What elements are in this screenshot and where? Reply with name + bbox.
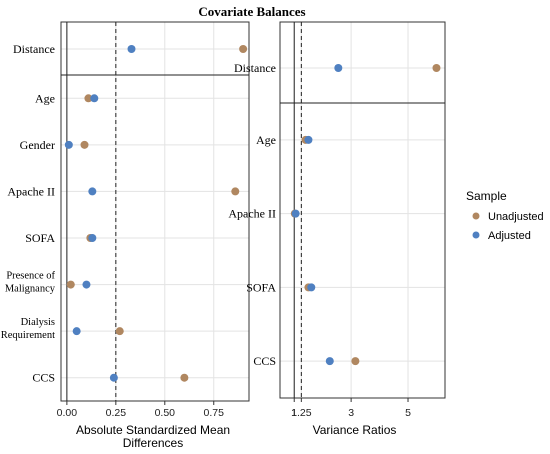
point-adjusted	[109, 373, 118, 382]
point-adjusted	[64, 140, 73, 149]
x-axis-label: Absolute Standardized Mean	[76, 423, 230, 437]
point-unadjusted	[351, 357, 360, 366]
panel-frame	[279, 21, 446, 399]
legend-title: Sample	[466, 189, 507, 203]
covariate-label: Age	[256, 133, 276, 147]
covariate-label: Distance	[234, 61, 276, 75]
point-adjusted	[304, 135, 313, 144]
x-tick-label: 1	[291, 407, 297, 419]
covariate-label: Gender	[20, 138, 55, 152]
point-adjusted	[88, 234, 97, 242]
covariate-label: Requirement	[1, 330, 55, 341]
point-adjusted	[127, 45, 136, 53]
point-adjusted	[72, 327, 81, 336]
point-adjusted	[88, 187, 97, 196]
point-unadjusted	[80, 140, 89, 149]
x-tick-label: 0.00	[57, 407, 78, 419]
x-tick-label: 0.25	[106, 407, 127, 419]
smd-panel: 0.00 0.25 0.50 0.75 Absolute Standardized Me…	[1, 21, 250, 450]
point-unadjusted	[239, 45, 248, 53]
legend-key-adjusted	[472, 231, 480, 239]
point-adjusted	[90, 94, 99, 103]
covariate-label: Malignancy	[5, 284, 56, 295]
x-axis-label: Differences	[123, 436, 183, 450]
point-unadjusted	[66, 280, 75, 289]
point-unadjusted	[84, 94, 93, 103]
point-adjusted	[82, 280, 91, 289]
point-adjusted	[291, 209, 300, 218]
covariate-label: Apache II	[7, 184, 55, 198]
covariate-label: SOFA	[246, 280, 276, 294]
covariate-label: Presence of	[6, 271, 55, 282]
covariate-label: Apache II	[228, 207, 276, 221]
point-unadjusted	[180, 373, 189, 382]
x-tick-label: 0.75	[204, 407, 225, 419]
covariate-label: Dialysis	[21, 317, 55, 328]
point-adjusted	[334, 64, 343, 72]
point-unadjusted	[115, 327, 124, 336]
x-tick-label: 0.50	[155, 407, 176, 419]
x-tick-label: 5	[405, 407, 411, 419]
x-tick-label: 3	[348, 407, 354, 419]
covariate-label: Distance	[13, 42, 55, 56]
x-axis-label: Variance Ratios	[313, 423, 397, 437]
chart-title: Covariate Balances	[198, 4, 305, 19]
covariate-label: Age	[35, 91, 55, 105]
point-unadjusted	[432, 64, 441, 72]
point-unadjusted	[231, 187, 240, 196]
point-adjusted	[307, 283, 316, 292]
legend-label-adjusted: Adjusted	[488, 230, 531, 242]
x-tick-label: 1.25	[291, 407, 312, 419]
point-adjusted	[325, 357, 334, 366]
variance-ratio-panel: 11.25 3 5 Variance Ratios Distance Age Apache …	[228, 21, 446, 437]
legend-label-unadjusted: Unadjusted	[488, 211, 544, 223]
covariate-label: SOFA	[25, 231, 55, 245]
legend: Sample Unadjusted Adjusted	[466, 189, 544, 242]
covariate-label: CCS	[32, 371, 55, 385]
legend-key-unadjusted	[472, 212, 480, 220]
covariate-label: CCS	[253, 354, 276, 368]
panel-frame	[60, 21, 250, 402]
